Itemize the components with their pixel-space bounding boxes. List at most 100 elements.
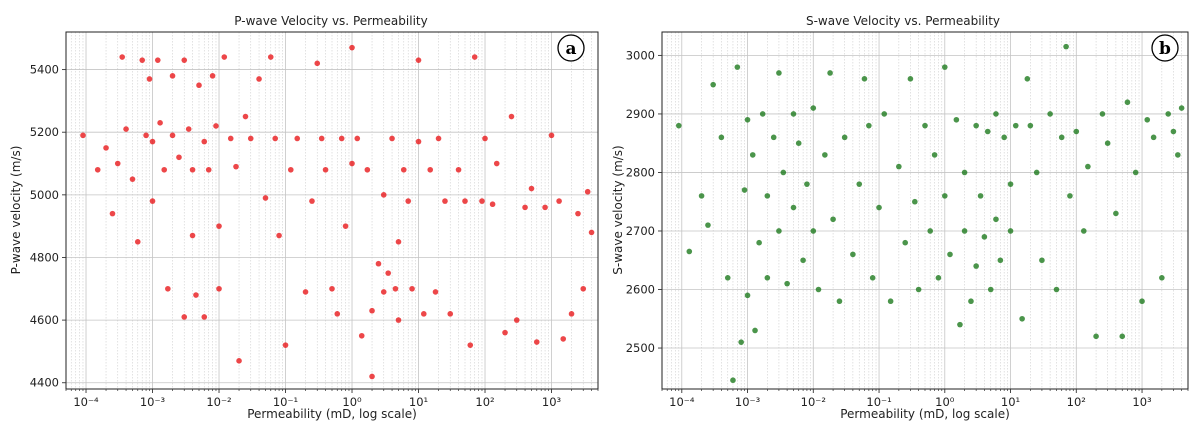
- data-point: [522, 204, 528, 211]
- data-point: [850, 251, 856, 258]
- data-point: [169, 73, 176, 79]
- data-point: [146, 76, 153, 82]
- data-point: [358, 332, 365, 339]
- panel-label-badge: b: [1151, 34, 1179, 62]
- data-point: [427, 166, 434, 173]
- data-point: [185, 126, 192, 132]
- data-point: [1175, 152, 1181, 158]
- data-point: [987, 286, 994, 293]
- data-point: [462, 198, 468, 204]
- data-point: [977, 193, 984, 199]
- data-point: [1080, 228, 1087, 234]
- data-point: [1150, 134, 1157, 141]
- data-point: [718, 134, 725, 141]
- data-point: [705, 222, 711, 228]
- data-point: [961, 169, 968, 176]
- data-point: [744, 116, 751, 123]
- data-point: [196, 82, 202, 89]
- data-point: [1033, 169, 1040, 176]
- data-point: [1024, 76, 1031, 82]
- data-point: [467, 342, 474, 348]
- data-point: [1058, 134, 1065, 141]
- data-point: [993, 111, 999, 117]
- data-point: [400, 166, 407, 173]
- data-point: [1165, 111, 1172, 117]
- panel-label: a: [565, 39, 576, 59]
- data-point: [784, 280, 790, 287]
- x-tick-label: 10⁰: [935, 395, 955, 409]
- data-point: [181, 57, 188, 63]
- y-tick-label: 5400: [30, 63, 59, 77]
- data-point: [143, 132, 149, 139]
- data-point: [1099, 111, 1106, 117]
- data-point: [841, 134, 848, 141]
- data-point: [790, 204, 797, 211]
- data-point: [189, 232, 196, 239]
- data-point: [749, 152, 756, 158]
- data-point: [242, 113, 249, 120]
- data-point: [201, 138, 208, 145]
- data-point: [409, 285, 415, 292]
- data-point: [756, 239, 762, 246]
- data-point: [997, 257, 1004, 264]
- data-point: [334, 311, 341, 317]
- data-point: [169, 132, 176, 139]
- y-tick-label: 4800: [30, 250, 59, 264]
- data-point: [1113, 210, 1119, 217]
- data-point: [902, 239, 909, 246]
- data-point: [129, 176, 136, 182]
- data-point: [165, 285, 171, 292]
- data-point: [764, 275, 771, 281]
- data-point: [827, 70, 833, 76]
- data-point: [861, 76, 868, 82]
- y-axis-label: S-wave velocity (m/s): [611, 145, 625, 274]
- data-point: [349, 44, 355, 51]
- data-point: [329, 285, 335, 292]
- data-point: [314, 60, 321, 67]
- y-tick-label: 2900: [626, 107, 655, 121]
- x-tick-label: 10⁻³: [140, 395, 166, 409]
- y-axis-label: P-wave velocity (m/s): [9, 146, 23, 275]
- x-tick-label: 10¹: [409, 395, 428, 409]
- data-point: [800, 257, 806, 264]
- data-point: [209, 73, 216, 79]
- data-point: [698, 193, 705, 199]
- x-tick-label: 10⁻⁴: [73, 395, 99, 409]
- data-point: [804, 181, 810, 187]
- grid: [661, 32, 1189, 389]
- data-point: [420, 311, 427, 317]
- data-point: [741, 187, 748, 193]
- chart-title: S-wave Velocity vs. Permeability: [806, 14, 1000, 28]
- data-point: [455, 166, 462, 173]
- data-point: [287, 166, 294, 173]
- y-tick-label: 5200: [30, 125, 59, 139]
- data-point: [981, 234, 988, 240]
- panel-b: S-wave Velocity vs. Permeability 10⁻⁴ 10⁻…: [611, 14, 1189, 421]
- data-point: [375, 260, 382, 267]
- data-point: [588, 229, 595, 236]
- data-point: [795, 140, 802, 146]
- data-point: [256, 76, 262, 82]
- data-point: [984, 128, 991, 135]
- data-point: [114, 160, 121, 167]
- data-point: [856, 181, 863, 187]
- data-point: [907, 76, 914, 82]
- data-point: [822, 152, 828, 158]
- data-point: [395, 317, 402, 323]
- data-point: [309, 198, 315, 204]
- data-point: [548, 132, 555, 139]
- data-point: [927, 228, 934, 234]
- x-tick-label: 10⁻¹: [866, 395, 891, 409]
- data-points: [675, 43, 1185, 384]
- data-point: [205, 166, 212, 173]
- data-point: [866, 122, 872, 129]
- data-point: [810, 105, 817, 111]
- data-point: [502, 329, 508, 336]
- data-point: [770, 134, 777, 141]
- data-point: [216, 223, 222, 229]
- data-point: [247, 135, 254, 142]
- data-point: [876, 204, 882, 211]
- data-point: [149, 198, 156, 204]
- data-point: [513, 317, 520, 323]
